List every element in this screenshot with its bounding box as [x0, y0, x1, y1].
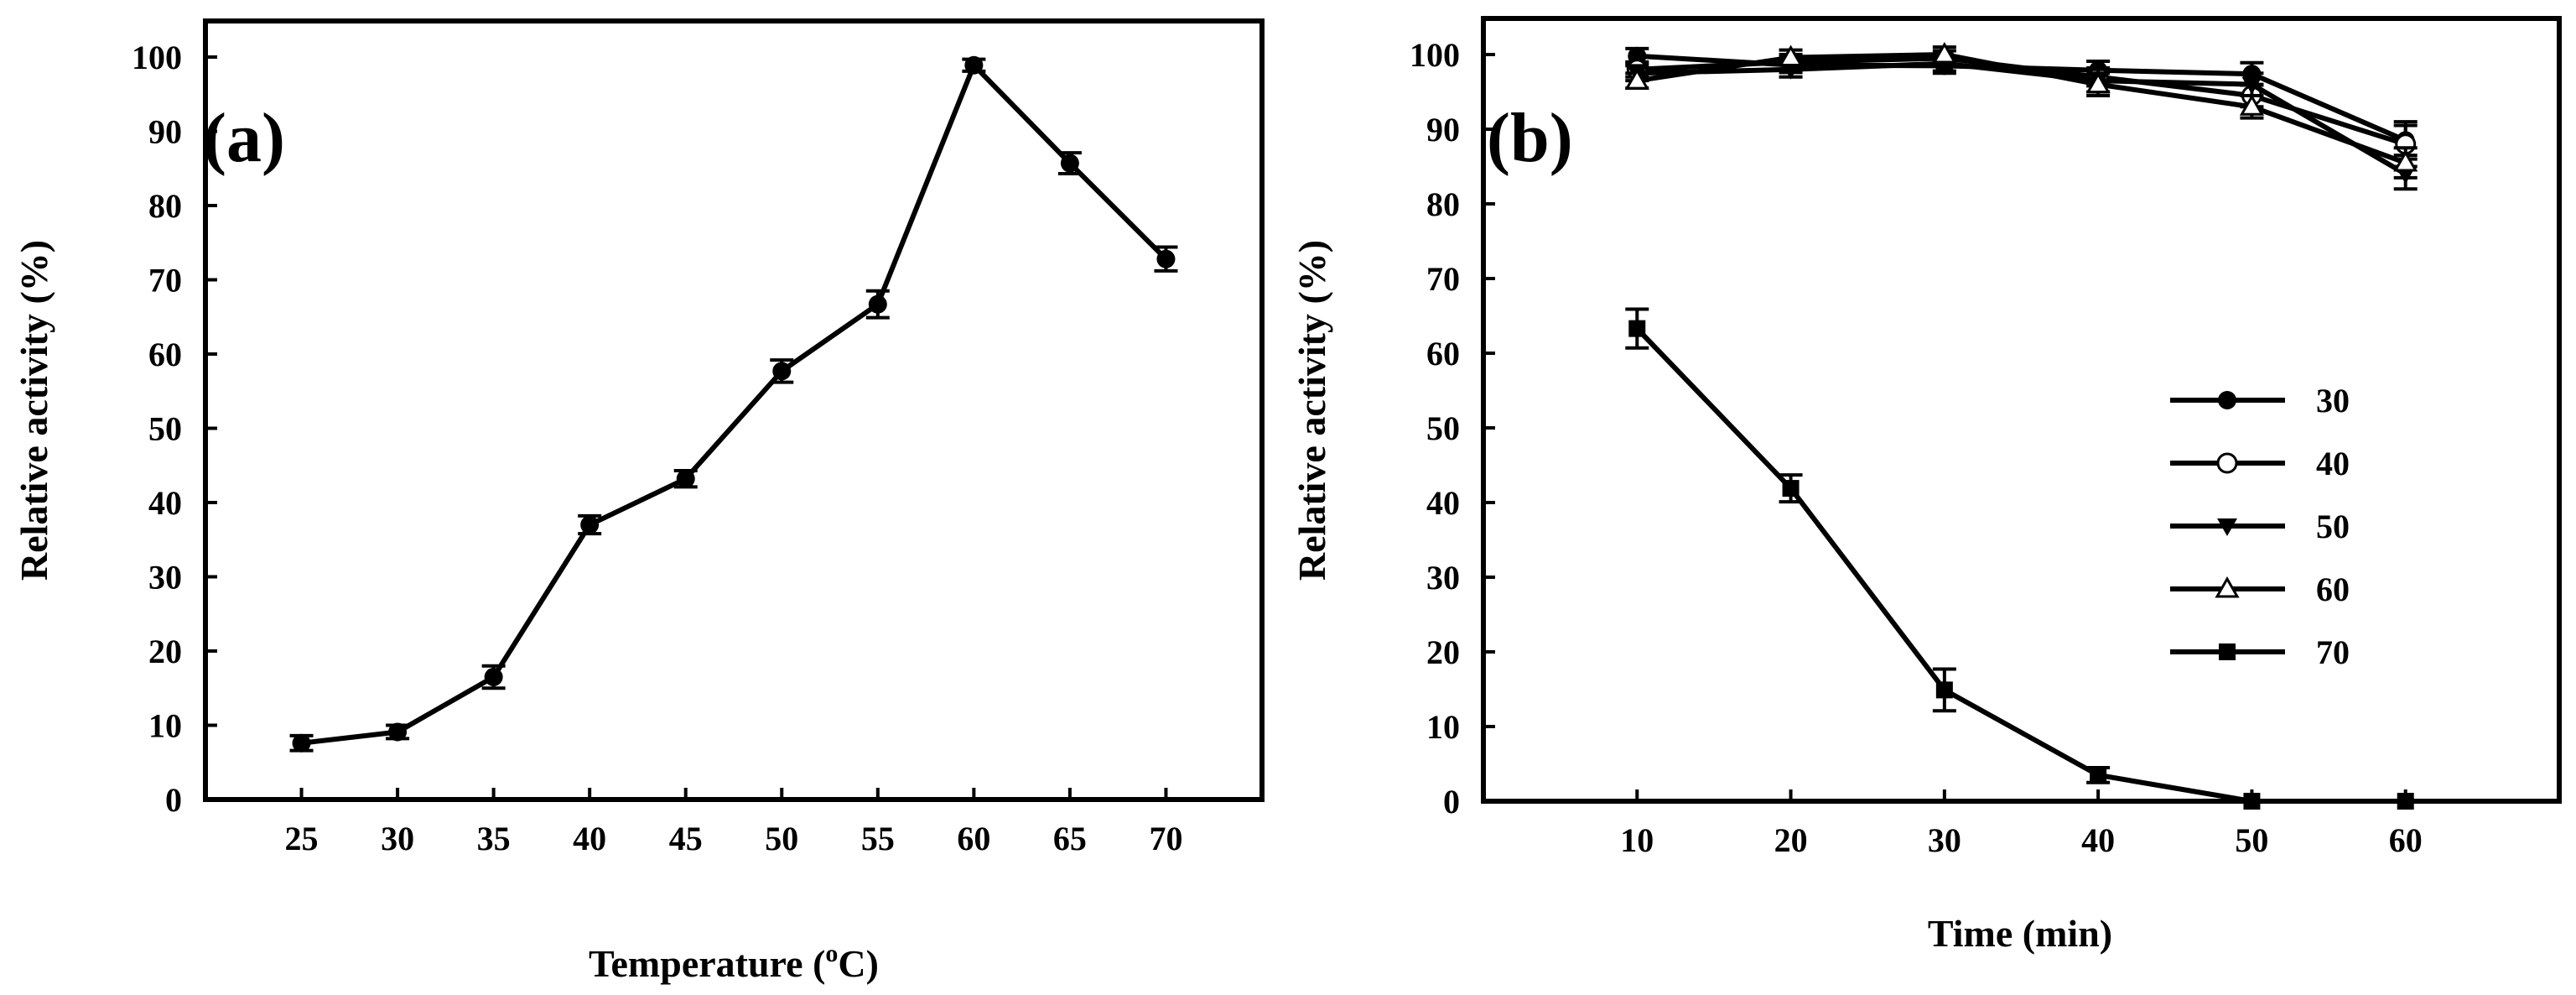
legend-label-40: 40: [2316, 445, 2350, 482]
panel-b-x-tick-label-40: 40: [2081, 821, 2115, 859]
panel-b-y-tick-label-40: 40: [1426, 484, 1460, 522]
panel-a-x-axis-label: Temperature (oC): [589, 940, 879, 985]
panel-a-x-axis-label-end: C): [838, 942, 879, 985]
panel-a-series-activity-point-45: [676, 469, 695, 488]
panel-b-x-tick-label-10: 10: [1620, 821, 1654, 859]
panel-a-y-tick-label-100: 100: [132, 39, 182, 76]
panel-a-y-tick-label-90: 90: [148, 113, 182, 151]
panel-b-series-60-point-10: [1624, 68, 1649, 90]
panel-a-series-activity-point-55: [868, 294, 887, 314]
panel-b-y-tick-label-30: 30: [1426, 559, 1460, 596]
panel-a: (a) 0 10 20 30 40 50 60 70 80 90 100 25 30 35 40 45 50 5…: [13, 18, 1265, 985]
panel-b-x-axis: 10 20 30 40 50 60: [1620, 789, 2423, 859]
panel-a-x-tick-label-50: 50: [765, 820, 798, 857]
panel-b-x-tick-label-50: 50: [2235, 821, 2268, 859]
panel-a-series-activity-point-70: [1156, 249, 1176, 268]
panel-a-y-tick-label-20: 20: [148, 633, 182, 670]
panel-a-y-tick-label-0: 0: [165, 781, 182, 819]
panel-b-y-axis: 0 10 20 30 40 50 60 70 80 90 100: [1410, 36, 1495, 820]
panel-b-legend: 30 40 50 60 70: [2170, 382, 2350, 671]
panel-a-x-tick-label-25: 25: [285, 820, 319, 857]
panel-b-y-tick-label-90: 90: [1426, 111, 1460, 148]
panel-b-label: (b): [1487, 99, 1573, 177]
panel-a-series-activity-point-25: [292, 733, 311, 753]
panel-a-series-activity-point-35: [484, 667, 503, 686]
panel-a-x-axis: 25 30 35 40 45 50 55 60 65 70: [285, 788, 1182, 857]
panel-b-series-60-point-50: [2239, 94, 2265, 116]
panel-b-y-tick-label-60: 60: [1426, 335, 1460, 372]
panel-a-y-axis: 0 10 20 30 40 50 60 70 80 90 100: [132, 39, 217, 819]
panel-a-y-tick-label-80: 80: [148, 187, 182, 225]
panel-a-x-tick-label-45: 45: [669, 820, 703, 857]
panel-b-x-tick-label-60: 60: [2389, 821, 2423, 859]
panel-b-series-60-point-30: [1932, 41, 1957, 64]
panel-a-series-activity-point-65: [1060, 154, 1079, 173]
panel-b-series-60-point-20: [1778, 44, 1804, 67]
panel-b-y-axis-label: Relative activity (%): [1291, 240, 1333, 581]
panel-b-y-tick-label-0: 0: [1443, 783, 1460, 820]
panel-b-series-60-point-60: [2393, 150, 2418, 172]
panel-b-y-tick-label-100: 100: [1410, 36, 1460, 74]
panel-b-y-tick-label-20: 20: [1426, 633, 1460, 671]
panel-a-series-activity-point-30: [388, 722, 408, 742]
panel-a-y-tick-label-50: 50: [148, 410, 182, 448]
legend-marker-40: [2216, 452, 2238, 474]
legend-label-50: 50: [2316, 508, 2350, 545]
panel-b-y-tick-label-50: 50: [1426, 409, 1460, 447]
panel-a-series-activity-point-60: [964, 55, 984, 75]
panel-b-series-60-line: [1636, 52, 2407, 165]
panel-b-series-70-point-60: [2397, 793, 2414, 810]
panel-b-x-axis-label: Time (min): [1928, 912, 2112, 955]
legend-marker-60: [2215, 576, 2240, 598]
panel-a-y-tick-label-70: 70: [148, 262, 182, 300]
panel-a-y-axis-label: Relative activity (%): [13, 240, 55, 581]
panel-a-series-activity-point-50: [772, 362, 792, 381]
panel-b-x-tick-label-20: 20: [1774, 821, 1808, 859]
panel-a-series-activity-line: [301, 62, 1168, 746]
legend-marker-50: [2217, 518, 2237, 536]
panel-b-series-60-point-40: [2085, 71, 2111, 94]
panel-b-series-70-line: [1635, 326, 2406, 804]
panel-a-x-tick-label-55: 55: [861, 820, 895, 857]
legend-label-60: 60: [2316, 570, 2350, 608]
panel-b-series-50-line: [1637, 60, 2407, 176]
legend-label-70: 70: [2316, 633, 2350, 671]
panel-b-series-70-point-40: [2090, 766, 2107, 784]
panel-b-series-70-point-50: [2243, 793, 2261, 810]
panel-b-plot-frame: [1481, 16, 2562, 804]
panel-b-series-70-point-20: [1782, 480, 1800, 498]
panel-a-series-activity-point-40: [580, 515, 600, 534]
panel-a-plot-frame: [203, 18, 1265, 802]
panel-b-data: [1624, 41, 2418, 810]
panel-a-y-tick-label-60: 60: [148, 336, 182, 373]
panel-b-x-tick-label-30: 30: [1928, 821, 1961, 859]
panel-a-data: [289, 55, 1178, 753]
panel-a-y-tick-label-40: 40: [148, 484, 182, 522]
panel-b-series-50-point-50: [2241, 76, 2262, 95]
panel-a-x-axis-label-sup: o: [825, 940, 838, 967]
panel-b-y-tick-label-70: 70: [1426, 260, 1460, 298]
panel-b-y-tick-label-80: 80: [1426, 185, 1460, 223]
panel-b-series-70-point-30: [1935, 681, 1953, 699]
legend-marker-30: [2218, 391, 2236, 409]
panel-a-x-tick-label-30: 30: [381, 820, 414, 857]
panel-a-label: (a): [203, 99, 285, 177]
panel-a-x-axis-label-main: Temperature (: [589, 942, 825, 985]
panel-a-x-tick-label-70: 70: [1149, 820, 1182, 857]
legend-marker-70: [2219, 643, 2236, 660]
panel-a-x-tick-label-40: 40: [573, 820, 606, 857]
legend-label-30: 30: [2316, 382, 2350, 419]
panel-a-x-tick-label-65: 65: [1053, 820, 1087, 857]
panel-a-y-tick-label-30: 30: [148, 559, 182, 596]
panel-b-y-tick-label-10: 10: [1426, 708, 1460, 746]
panel-b-series-70-point-10: [1628, 320, 1646, 337]
panel-a-x-tick-label-60: 60: [957, 820, 990, 857]
panel-a-x-tick-label-35: 35: [477, 820, 511, 857]
panel-a-y-tick-label-10: 10: [148, 707, 182, 745]
